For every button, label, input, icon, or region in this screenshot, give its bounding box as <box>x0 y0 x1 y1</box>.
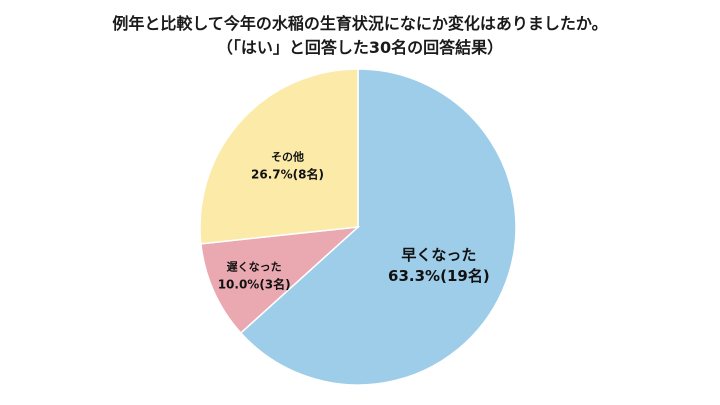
pie-slice-hayaku <box>239 68 517 386</box>
slice-label-osoku: 遅くなった <box>227 260 282 273</box>
chart-title-line-1: 例年と比較して今年の水稲の生育状況になにか変化はありましたか。 <box>112 14 608 33</box>
slice-value-osoku: 10.0%(3名) <box>218 276 291 291</box>
pie-slice-osoku <box>200 226 361 335</box>
slice-value-hayaku: 63.3%(19名) <box>388 267 490 285</box>
pie-slice-sonota <box>199 68 359 245</box>
chart-title-line-2: （「はい」と回答した30名の回答結果） <box>216 38 504 57</box>
chart-title: 例年と比較して今年の水稲の生育状況になにか変化はありましたか。 （「はい」と回答… <box>0 12 720 60</box>
slice-label-sonota: その他 <box>271 150 304 164</box>
slice-value-sonota: 26.7%(8名) <box>251 167 324 182</box>
slice-label-hayaku: 早くなった <box>401 246 476 264</box>
